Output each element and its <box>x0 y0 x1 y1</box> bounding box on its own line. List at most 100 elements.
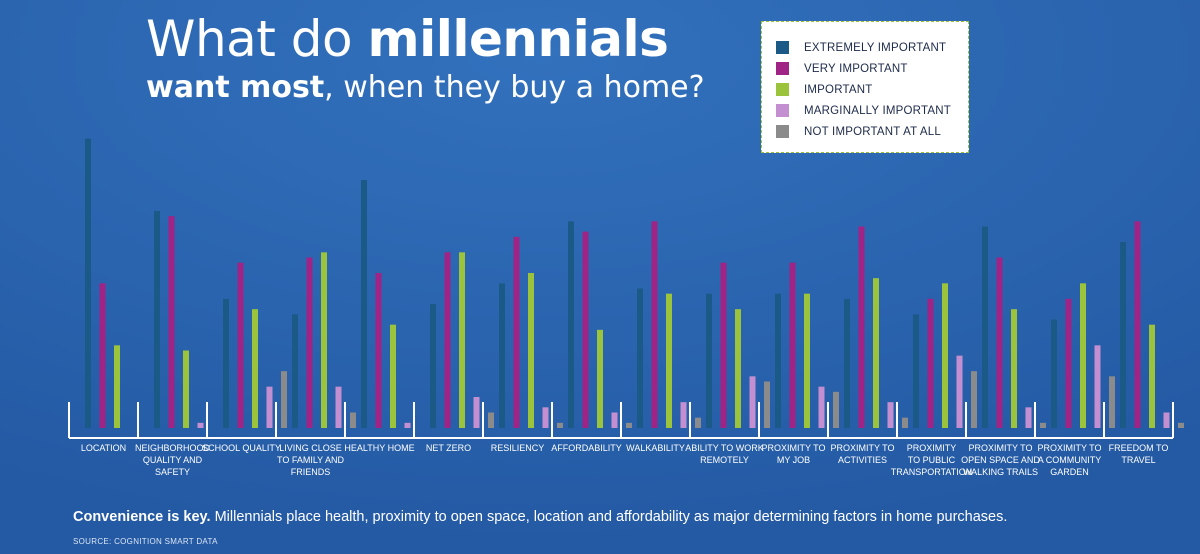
bar <box>789 262 796 428</box>
bar <box>473 397 480 428</box>
bar <box>818 386 825 428</box>
bar <box>626 422 632 428</box>
bar <box>542 407 549 428</box>
category-label: PROXIMITY TO A COMMUNITY GARDEN <box>1037 443 1101 477</box>
category-label: PROXIMITY TO ACTIVITIES <box>830 443 894 465</box>
legend-swatch <box>776 83 789 96</box>
bar <box>85 138 91 428</box>
bar <box>528 273 534 428</box>
category-label-line: OPEN SPACE AND <box>961 455 1040 465</box>
bar-group <box>499 236 563 428</box>
category-label-line: TO PUBLIC <box>908 455 956 465</box>
bar <box>444 252 451 428</box>
bar <box>168 216 175 428</box>
bar <box>996 257 1003 428</box>
legend-label: MARGINALLY IMPORTANT <box>804 104 951 117</box>
category-label-line: ACTIVITIES <box>838 455 887 465</box>
footer-text: Millennials place health, proximity to o… <box>210 509 1008 525</box>
bar <box>956 355 963 428</box>
bar <box>404 422 411 428</box>
category-label-line: ABILITY TO WORK <box>685 443 764 453</box>
bar <box>114 345 120 428</box>
bar-group <box>844 226 908 428</box>
category-label: HEALTHY HOME <box>344 443 414 453</box>
category-label-line: SAFETY <box>155 467 190 477</box>
legend-item: EXTREMELY IMPORTANT <box>776 37 968 58</box>
category-label: LOCATION <box>81 443 126 453</box>
category-label-line: TRANSPORTATION <box>891 467 973 477</box>
bar <box>1149 324 1155 428</box>
bar <box>1178 422 1184 428</box>
bar <box>1011 309 1017 428</box>
legend-label: IMPORTANT <box>804 83 873 96</box>
footer-lead: Convenience is key. <box>73 509 211 525</box>
bar <box>833 391 839 428</box>
bar <box>582 231 589 428</box>
bar-group <box>568 221 632 428</box>
bar <box>568 221 574 428</box>
bar <box>154 211 160 428</box>
bar-group <box>775 262 839 428</box>
source-note: SOURCE: COGNITION SMART DATA <box>73 537 218 546</box>
bar <box>1065 298 1072 428</box>
legend-label: VERY IMPORTANT <box>804 62 908 75</box>
bar <box>488 412 494 428</box>
bar <box>597 329 603 428</box>
bar-chart: LOCATION NEIGHBORHOOD QUALITY AND SAFETY SCH… <box>68 138 1184 477</box>
bar <box>1134 221 1141 428</box>
category-label: AFFORDABILITY <box>551 443 622 453</box>
category-label-line: SCHOOL QUALITY <box>202 443 281 453</box>
bar <box>1109 376 1115 428</box>
bar <box>858 226 865 428</box>
bar <box>321 252 327 428</box>
bar <box>350 412 356 428</box>
legend-swatch <box>776 104 789 117</box>
category-label-line: MY JOB <box>777 455 810 465</box>
category-label-line: TO FAMILY AND <box>277 455 345 465</box>
category-label-line: LOCATION <box>81 443 126 453</box>
legend-label: EXTREMELY IMPORTANT <box>804 41 947 54</box>
bar <box>887 402 894 428</box>
bar-group <box>1051 283 1115 428</box>
category-label-line: PROXIMITY <box>907 443 957 453</box>
bar <box>735 309 741 428</box>
bar <box>971 371 977 428</box>
bar-group <box>706 262 770 428</box>
bar-group <box>982 226 1046 428</box>
bar <box>281 371 287 428</box>
bar <box>430 304 436 428</box>
bar <box>306 257 313 428</box>
bar <box>292 314 298 428</box>
bar <box>666 293 672 428</box>
category-label-line: RESILIENCY <box>491 443 545 453</box>
bar-group <box>430 252 494 428</box>
category-label-line: REMOTELY <box>700 455 749 465</box>
bar-group <box>361 180 411 428</box>
bar <box>1051 319 1057 428</box>
bar <box>873 278 879 428</box>
bar <box>1094 345 1101 428</box>
category-label-line: AFFORDABILITY <box>551 443 622 453</box>
legend-swatch <box>776 41 789 54</box>
title-plain-1: What do <box>146 10 368 68</box>
category-label: ABILITY TO WORK REMOTELY <box>685 443 764 465</box>
title-plain-2: , when they buy a home? <box>324 70 705 105</box>
title-bold-2: want most <box>146 70 325 105</box>
bar-group <box>154 211 204 428</box>
bar-group <box>292 252 356 428</box>
category-label-line: WALKABILITY <box>626 443 685 453</box>
title-line-1: What do millennials <box>146 8 766 70</box>
bar <box>611 412 618 428</box>
bar <box>695 417 701 428</box>
bar <box>390 324 396 428</box>
bar <box>775 293 781 428</box>
bar <box>913 314 919 428</box>
title-bold-1: millennials <box>367 10 669 68</box>
category-label: FREEDOM TO TRAVEL <box>1109 443 1169 465</box>
category-label-line: PROXIMITY TO <box>830 443 894 453</box>
legend-item: NOT IMPORTANT AT ALL <box>776 121 968 142</box>
bar <box>183 350 189 428</box>
legend-swatch <box>776 62 789 75</box>
category-label: PROXIMITY TO MY JOB <box>761 443 825 465</box>
bar <box>252 309 258 428</box>
